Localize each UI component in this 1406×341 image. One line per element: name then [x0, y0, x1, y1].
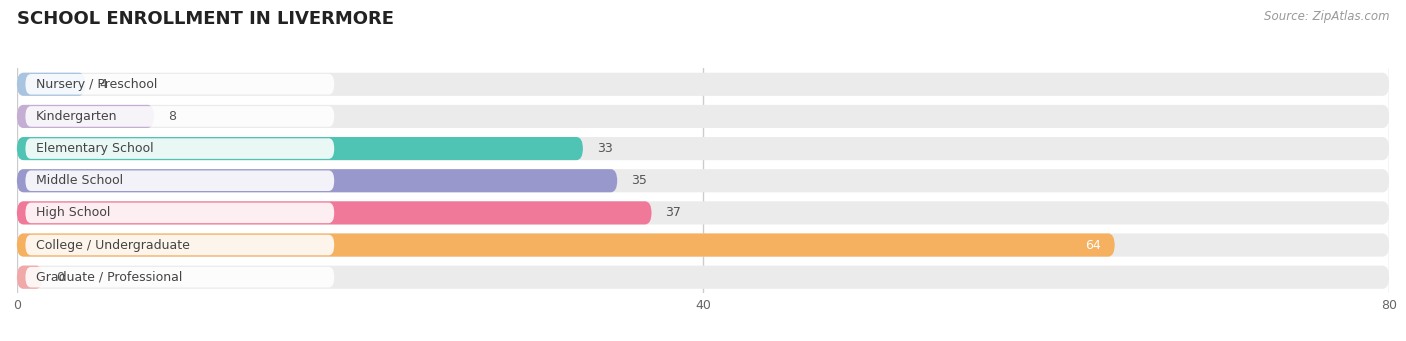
- FancyBboxPatch shape: [17, 169, 1389, 192]
- Text: 4: 4: [100, 78, 107, 91]
- Text: 33: 33: [596, 142, 613, 155]
- Text: Kindergarten: Kindergarten: [35, 110, 117, 123]
- FancyBboxPatch shape: [17, 266, 1389, 289]
- Text: Nursery / Preschool: Nursery / Preschool: [35, 78, 157, 91]
- FancyBboxPatch shape: [17, 137, 583, 160]
- Text: SCHOOL ENROLLMENT IN LIVERMORE: SCHOOL ENROLLMENT IN LIVERMORE: [17, 10, 394, 28]
- FancyBboxPatch shape: [17, 266, 42, 289]
- Text: 0: 0: [56, 271, 65, 284]
- FancyBboxPatch shape: [17, 169, 617, 192]
- FancyBboxPatch shape: [25, 138, 335, 159]
- Text: 8: 8: [167, 110, 176, 123]
- Text: Source: ZipAtlas.com: Source: ZipAtlas.com: [1264, 10, 1389, 23]
- FancyBboxPatch shape: [17, 201, 1389, 224]
- Text: College / Undergraduate: College / Undergraduate: [35, 239, 190, 252]
- FancyBboxPatch shape: [17, 73, 1389, 96]
- FancyBboxPatch shape: [17, 73, 86, 96]
- FancyBboxPatch shape: [17, 105, 1389, 128]
- Text: Middle School: Middle School: [35, 174, 122, 187]
- FancyBboxPatch shape: [25, 235, 335, 255]
- FancyBboxPatch shape: [17, 234, 1115, 257]
- Text: Graduate / Professional: Graduate / Professional: [35, 271, 183, 284]
- FancyBboxPatch shape: [17, 234, 1389, 257]
- Text: 35: 35: [631, 174, 647, 187]
- FancyBboxPatch shape: [17, 105, 155, 128]
- FancyBboxPatch shape: [25, 203, 335, 223]
- FancyBboxPatch shape: [25, 106, 335, 127]
- Text: High School: High School: [35, 206, 110, 219]
- FancyBboxPatch shape: [25, 170, 335, 191]
- FancyBboxPatch shape: [25, 74, 335, 94]
- FancyBboxPatch shape: [25, 267, 335, 287]
- Text: 64: 64: [1085, 239, 1101, 252]
- Text: Elementary School: Elementary School: [35, 142, 153, 155]
- FancyBboxPatch shape: [17, 137, 1389, 160]
- Text: 37: 37: [665, 206, 681, 219]
- FancyBboxPatch shape: [17, 201, 651, 224]
